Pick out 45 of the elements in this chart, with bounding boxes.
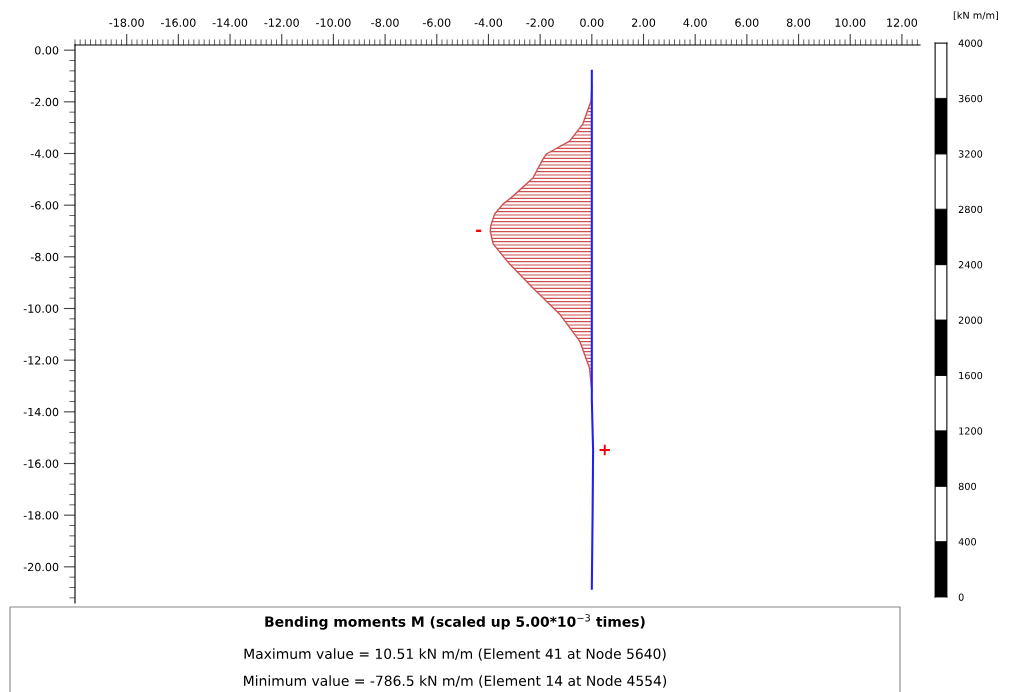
x-tick-label: 6.00 [735, 18, 759, 27]
x-tick-label: 8.00 [786, 18, 811, 27]
text: Bending moments M (scaled up 5.00*10$^{−3}$ times) [265, 614, 645, 630]
y-tick-label: 1200 [959, 427, 983, 435]
y-tick-label: 800 [958, 482, 977, 491]
y-tick-label: 1600 [959, 371, 983, 380]
x-tick-label: 4.00 [683, 18, 707, 27]
y-tick-label: 0.00 [35, 46, 59, 55]
y-tick-label: 3600 [958, 94, 983, 103]
y-tick-label: 4000 [958, 39, 983, 47]
x-tick-label: 0.00 [580, 18, 604, 27]
x-tick-label: 10.00 [835, 18, 866, 27]
y-tick-label: -12.00 [23, 356, 59, 365]
y-tick-label: -2.00 [30, 97, 59, 107]
text: Maximum value = 10.51 kN m/m (Element 41 at Node 5640) [244, 648, 666, 661]
x-tick-label: -16.00 [161, 18, 196, 27]
annotation: + [599, 444, 610, 456]
y-tick-label: 2800 [958, 205, 983, 214]
y-tick-label: -10.00 [23, 304, 59, 313]
y-tick-label: 3200 [958, 150, 983, 158]
x-tick-label: -6.00 [422, 18, 451, 27]
x-tick-label: -8.00 [371, 18, 399, 27]
x-tick-label: -2.00 [526, 18, 554, 27]
y-axis-title: [kN m/m] [953, 11, 998, 21]
y-tick-label: -16.00 [23, 459, 59, 468]
y-tick-label: -20.00 [23, 562, 59, 572]
y-tick-label: -4.00 [30, 149, 59, 158]
x-tick-label: -10.00 [316, 18, 351, 27]
x-tick-label: -14.00 [212, 18, 248, 27]
x-tick-label: 12.00 [887, 18, 918, 27]
x-tick-label: -4.00 [474, 18, 503, 27]
y-tick-label: 400 [958, 538, 977, 546]
y-tick-label: 2400 [958, 261, 983, 269]
x-tick-label: 2.00 [631, 18, 656, 27]
x-tick-label: -18.00 [109, 18, 144, 27]
text: Minimum value = -786.5 kN m/m (Element 14 at Node 4554) [244, 675, 667, 688]
y-tick-label: -14.00 [23, 407, 59, 417]
x-tick-label: -12.00 [264, 18, 299, 27]
line-series [590, 69, 595, 590]
y-tick-label: 0 [958, 593, 964, 601]
y-tick-label: -6.00 [30, 201, 59, 210]
annotation: - [476, 229, 482, 232]
y-tick-label: 2000 [958, 316, 983, 324]
y-tick-label: -18.00 [23, 511, 59, 520]
y-tick-label: -8.00 [30, 252, 59, 262]
